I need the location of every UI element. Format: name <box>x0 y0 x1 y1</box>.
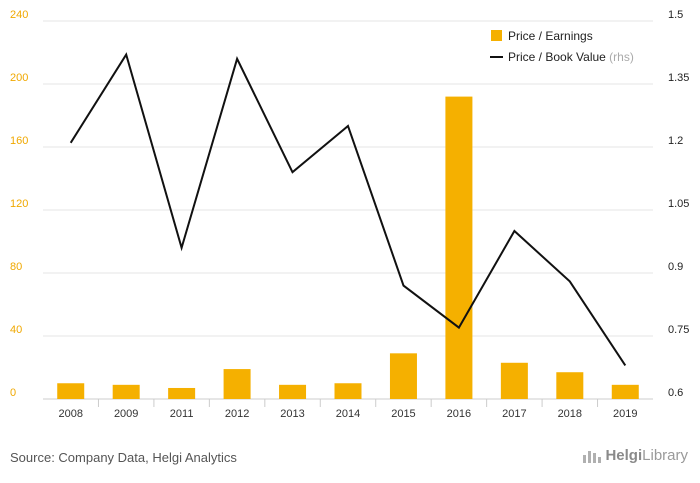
left-axis-tick: 0 <box>10 387 16 399</box>
left-axis-tick: 40 <box>10 324 22 336</box>
bar <box>168 387 196 399</box>
bar <box>279 384 307 399</box>
legend-label-price-earnings: Price / Earnings <box>508 29 593 43</box>
logo-prefix: Helgi <box>605 447 643 464</box>
left-axis-tick: 160 <box>10 135 28 147</box>
x-axis-tick: 2014 <box>336 408 360 420</box>
library-icon <box>583 449 602 463</box>
left-axis-tick: 240 <box>10 9 28 21</box>
right-axis-tick: 0.9 <box>668 261 683 273</box>
x-axis-tick: 2016 <box>447 408 471 420</box>
right-axis-tick: 1.5 <box>668 9 683 21</box>
right-axis-tick: 0.75 <box>668 324 689 336</box>
x-axis-tick: 2018 <box>558 408 582 420</box>
x-axis-tick: 2009 <box>114 408 138 420</box>
x-axis-tick: 2011 <box>170 408 194 420</box>
x-axis-tick: 2015 <box>391 408 415 420</box>
right-axis-tick: 1.35 <box>668 72 689 84</box>
legend-swatch-bar <box>491 30 502 41</box>
x-axis-tick: 2017 <box>502 408 526 420</box>
left-axis-tick: 200 <box>10 72 28 84</box>
helgi-library-logo: HelgiLibrary <box>583 447 688 464</box>
x-axis-tick: 2019 <box>613 408 637 420</box>
bar <box>334 383 362 399</box>
bar <box>223 369 251 399</box>
x-axis-tick: 2012 <box>225 408 249 420</box>
left-axis-tick: 80 <box>10 261 22 273</box>
right-axis-tick: 1.05 <box>668 198 689 210</box>
bar <box>556 372 584 399</box>
source-note: Source: Company Data, Helgi Analytics <box>10 450 237 465</box>
series-line <box>69 52 627 366</box>
bar <box>445 96 473 399</box>
bar <box>389 353 417 399</box>
bar <box>500 362 528 399</box>
chart: 0 40 80 120 160 200 240 0.6 0.75 0.9 1.05 1.2 1.35 1.… <box>10 9 689 420</box>
bar <box>57 383 85 399</box>
legend-label-price-book: Price / Book Value (rhs) <box>508 50 634 64</box>
legend-rhs-note: (rhs) <box>609 50 634 64</box>
logo-suffix: Library <box>642 447 688 464</box>
right-axis-tick: 0.6 <box>668 387 683 399</box>
right-axis-tick: 1.2 <box>668 135 683 147</box>
bar <box>611 384 639 399</box>
bar <box>112 384 140 399</box>
x-axis-tick: 2013 <box>280 408 304 420</box>
left-axis-tick: 120 <box>10 198 28 210</box>
x-axis-tick: 2008 <box>58 408 82 420</box>
